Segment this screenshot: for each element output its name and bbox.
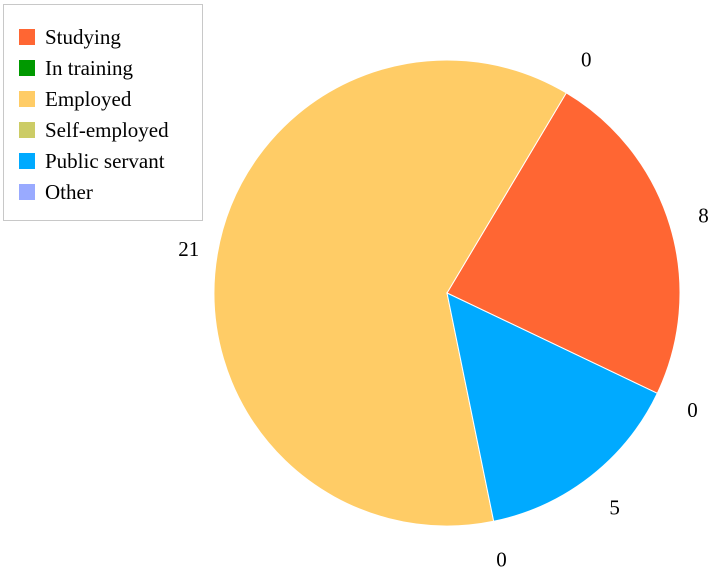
legend-label: Public servant <box>45 149 165 173</box>
legend-swatch <box>19 184 35 200</box>
legend: Studying In training Employed Self-employed… <box>3 4 203 221</box>
legend-item-self-employed: Self-employed <box>19 118 169 142</box>
legend-item-in-training: In training <box>19 56 133 80</box>
legend-label: In training <box>45 56 134 80</box>
legend-label: Other <box>45 180 93 204</box>
pie-slice-employed <box>213 59 567 527</box>
data-label-self-employed: 0 <box>496 548 507 572</box>
legend-swatch <box>19 29 35 45</box>
pie-data-labels: 8 0 21 0 5 0 <box>178 47 708 571</box>
legend-item-employed: Employed <box>19 87 131 111</box>
legend-item-studying: Studying <box>19 25 121 49</box>
legend-swatch <box>19 122 35 138</box>
legend-swatch <box>19 60 35 76</box>
legend-item-public-servant: Public servant <box>19 149 165 173</box>
legend-label: Self-employed <box>45 118 169 142</box>
pie-slices <box>213 59 681 527</box>
data-label-employed: 21 <box>178 237 199 261</box>
data-label-other: 0 <box>687 398 698 422</box>
pie-slice-public-servant <box>446 292 658 522</box>
legend-swatch <box>19 153 35 169</box>
legend-swatch <box>19 91 35 107</box>
legend-label: Employed <box>45 87 132 111</box>
pie-slice-studying <box>446 92 681 394</box>
legend-label: Studying <box>45 25 121 49</box>
data-label-studying: 8 <box>698 203 708 227</box>
data-label-in-training: 0 <box>581 47 592 71</box>
data-label-public-servant: 5 <box>609 495 620 519</box>
legend-item-other: Other <box>19 180 93 204</box>
